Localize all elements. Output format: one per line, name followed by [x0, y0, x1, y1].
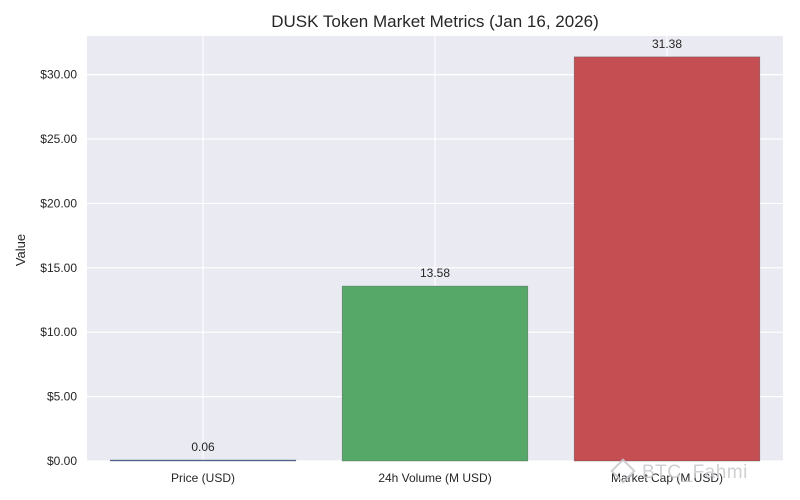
watermark-text: BTC_Fahmi: [642, 462, 748, 483]
bar: [573, 56, 761, 462]
y-tick-label: $10.00: [40, 325, 77, 339]
x-tick-label: Price (USD): [171, 471, 235, 485]
axis-ticks: $0.00 $5.00 $10.00 $15.00 $20.00 $25.00 $30.00…: [40, 68, 723, 485]
watermark: BTC_Fahmi: [610, 458, 748, 484]
chart-title: DUSK Token Market Metrics (Jan 16, 2026): [271, 12, 599, 31]
bar-data-label: 13.58: [420, 266, 450, 280]
bar-data-label: 31.38: [652, 37, 682, 51]
y-tick-label: $15.00: [40, 261, 77, 275]
bars: 0.06 13.58 31.38: [109, 37, 761, 462]
y-tick-label: $30.00: [40, 68, 77, 82]
bar: [341, 285, 529, 462]
y-tick-label: $20.00: [40, 196, 77, 210]
bar-data-label: 0.06: [191, 440, 215, 454]
y-tick-label: $5.00: [47, 390, 77, 404]
y-axis-label: Value: [13, 234, 28, 266]
binance-square-logo-icon: [610, 458, 636, 484]
x-tick-label: Market Cap (M USD): [611, 471, 723, 485]
y-tick-label: $25.00: [40, 132, 77, 146]
bar: [109, 459, 297, 462]
x-tick-label: 24h Volume (M USD): [378, 471, 491, 485]
y-tick-label: $0.00: [47, 454, 77, 468]
